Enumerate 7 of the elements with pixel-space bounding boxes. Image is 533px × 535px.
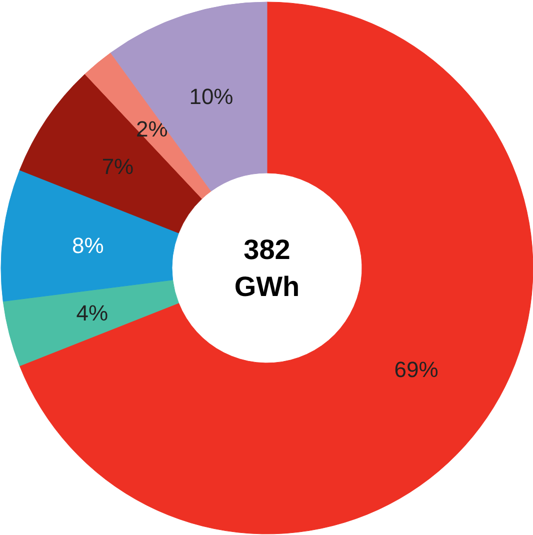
text: 382 GWh: [234, 234, 300, 302]
data-label: 4%: [76, 300, 108, 326]
data-label: 69%: [394, 356, 438, 382]
data-label: 2%: [136, 116, 168, 142]
data-label: 7%: [102, 154, 134, 180]
data-label: 10%: [189, 84, 234, 109]
data-label: 8%: [72, 232, 104, 258]
